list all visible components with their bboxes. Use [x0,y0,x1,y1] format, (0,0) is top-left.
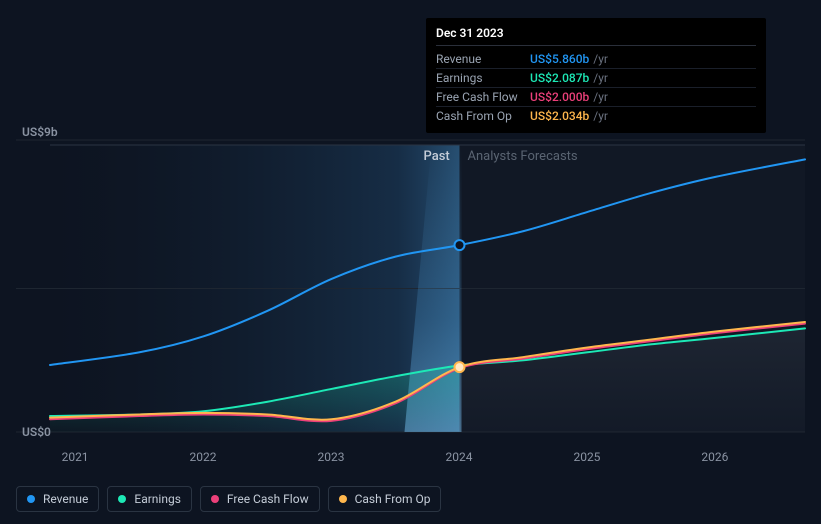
legend-swatch [211,495,219,503]
legend-label: Cash From Op [355,492,431,506]
tooltip-metric-value: US$2.034b [530,107,589,125]
tooltip-row: Cash From OpUS$2.034b/yr [436,107,756,125]
legend-label: Revenue [43,492,88,506]
past-label: Past [423,149,449,164]
tooltip-date: Dec 31 2023 [436,26,756,46]
tooltip-metric-value: US$5.860b [530,50,589,68]
tooltip-metric-unit: /yr [593,88,608,106]
x-axis-tick: 2021 [62,450,89,464]
tooltip-row: EarningsUS$2.087b/yr [436,69,756,88]
chart-legend: Revenue Earnings Free Cash Flow Cash From O… [16,486,441,512]
chart-tooltip: Dec 31 2023 RevenueUS$5.860b/yrEarningsU… [426,18,766,133]
tooltip-metric-unit: /yr [593,107,608,125]
tooltip-row: Free Cash FlowUS$2.000b/yr [436,88,756,107]
tooltip-metric-value: US$2.087b [530,69,589,87]
y-axis-max-label: US$9b [22,125,58,139]
tooltip-metric-unit: /yr [593,69,608,87]
tooltip-metric-label: Cash From Op [436,107,530,125]
legend-label: Free Cash Flow [227,492,309,506]
legend-item[interactable]: Revenue [16,486,99,512]
legend-label: Earnings [134,492,181,506]
legend-item[interactable]: Earnings [107,486,192,512]
tooltip-row: RevenueUS$5.860b/yr [436,50,756,69]
x-axis-tick: 2026 [701,450,728,464]
forecast-label: Analysts Forecasts [467,149,577,164]
legend-swatch [27,495,35,503]
x-axis-tick: 2025 [573,450,600,464]
legend-swatch [339,495,347,503]
x-axis-tick: 2024 [445,450,472,464]
tooltip-metric-unit: /yr [593,50,608,68]
tooltip-metric-label: Revenue [436,50,530,68]
y-axis-min-label: US$0 [22,425,51,439]
tooltip-metric-label: Free Cash Flow [436,88,530,106]
x-axis-tick: 2022 [190,450,217,464]
legend-swatch [118,495,126,503]
legend-item[interactable]: Cash From Op [328,486,442,512]
tooltip-metric-label: Earnings [436,69,530,87]
x-axis-tick: 2023 [318,450,345,464]
tooltip-metric-value: US$2.000b [530,88,589,106]
legend-item[interactable]: Free Cash Flow [200,486,320,512]
